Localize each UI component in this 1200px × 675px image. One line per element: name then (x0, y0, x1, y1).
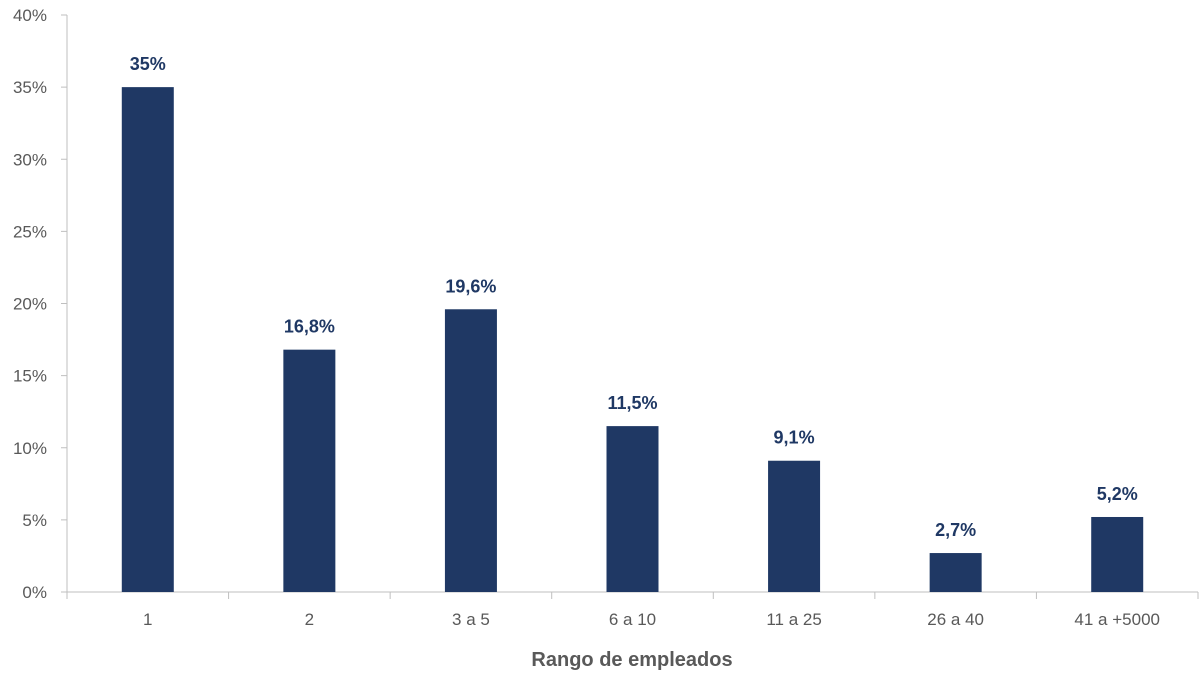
bar (1091, 516, 1144, 592)
x-tick-label: 41 a +5000 (1074, 610, 1160, 629)
data-label: 11,5% (607, 393, 657, 413)
y-tick-label: 15% (13, 367, 47, 386)
x-tick-label: 2 (305, 610, 314, 629)
y-tick-label: 35% (13, 78, 47, 97)
data-label: 5,2% (1097, 484, 1138, 504)
bar (768, 460, 821, 592)
data-label: 35% (130, 54, 166, 74)
x-tick-label: 3 a 5 (452, 610, 490, 629)
data-label: 2,7% (935, 520, 976, 540)
bar (283, 349, 336, 592)
data-labels: 35% 16,8% 19,6% 11,5% 9,1% 2,7% 5,2% (130, 54, 1138, 540)
bar (121, 87, 174, 592)
data-label: 19,6% (445, 276, 496, 296)
x-axis: 1 2 3 a 5 6 a 10 11 a 25 26 a 40 41 a +5000 (66, 591, 1199, 629)
data-label: 16,8% (284, 317, 335, 337)
y-tick-label: 25% (13, 222, 47, 241)
y-tick-label: 5% (22, 511, 47, 530)
y-tick-label: 0% (22, 583, 47, 602)
bar (929, 553, 982, 592)
bars (121, 87, 1144, 592)
bar (606, 426, 659, 592)
x-tick-label: 26 a 40 (927, 610, 984, 629)
y-tick-label: 20% (13, 295, 47, 314)
y-tick-label: 30% (13, 150, 47, 169)
x-axis-title: Rango de empleados (531, 649, 732, 671)
x-tick-label: 6 a 10 (609, 610, 656, 629)
bar (444, 309, 497, 592)
y-tick-label: 10% (13, 439, 47, 458)
y-axis: 0% 5% 10% 15% 20% 25% 30% 35% 40% (13, 6, 68, 602)
y-tick-label: 40% (13, 6, 47, 25)
data-label: 9,1% (774, 428, 815, 448)
x-tick-label: 11 a 25 (766, 610, 821, 629)
x-tick-label: 1 (143, 610, 152, 629)
